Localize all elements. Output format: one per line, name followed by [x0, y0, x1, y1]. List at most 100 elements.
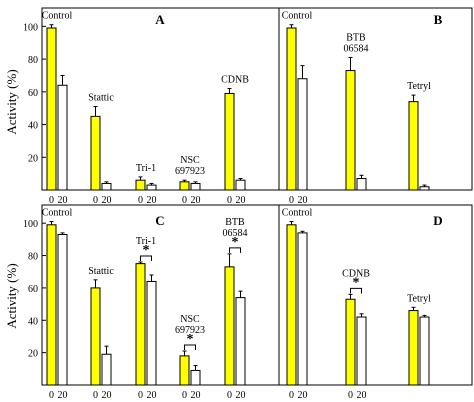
panel-frame	[278, 7, 473, 191]
group-label: BTB	[346, 32, 366, 43]
x-tick-label: 0	[289, 195, 294, 206]
panel-title: C	[155, 213, 164, 228]
bar-20	[146, 184, 157, 191]
x-tick-label: 0	[348, 390, 353, 401]
panel-d: D Control 0 20 *CDNB 0 20 Tetryl	[278, 204, 473, 401]
group-label: Tri-1	[136, 236, 156, 247]
bar-0	[179, 181, 190, 191]
bar-20	[235, 297, 246, 386]
bar-0	[286, 224, 297, 386]
bar-0	[46, 27, 57, 191]
significance-star: *	[353, 275, 360, 290]
bar-20	[57, 234, 68, 386]
bar-20	[297, 232, 308, 386]
y-tick-label: 60	[28, 284, 38, 295]
x-tick-label: 0	[227, 390, 232, 401]
bar-20	[356, 178, 367, 191]
bar-0	[46, 224, 57, 386]
panel-title: A	[155, 12, 165, 27]
bar-20	[101, 353, 112, 386]
bar-0	[345, 298, 356, 386]
x-tick-label: 20	[58, 390, 68, 401]
x-tick-label: 20	[236, 390, 246, 401]
x-tick-label: 0	[138, 390, 143, 401]
significance-star: *	[232, 235, 239, 250]
group-label: Tri-1	[136, 163, 156, 174]
panel-title: B	[434, 12, 443, 27]
bar-20	[101, 182, 112, 191]
y-axis-label-top: Activity (%)	[4, 69, 19, 134]
group-label: NSC	[180, 314, 200, 325]
y-axis-label-bottom: Activity (%)	[4, 263, 19, 328]
y-tick-label: 100	[23, 22, 38, 33]
group-label: NSC	[180, 155, 200, 166]
x-tick-label: 20	[58, 195, 68, 206]
bar-20	[297, 78, 308, 191]
bar-0	[345, 70, 356, 191]
y-tick-label: 100	[23, 219, 38, 230]
significance-bracket	[184, 344, 196, 351]
x-tick-label: 0	[182, 390, 187, 401]
x-tick-label: 20	[298, 390, 308, 401]
significance-star: *	[187, 332, 194, 347]
y-tick-label: 20	[28, 349, 38, 360]
x-tick-label: 0	[227, 195, 232, 206]
group-label: Tetryl	[407, 293, 431, 304]
group-label: 697923	[175, 166, 205, 177]
x-tick-label: 0	[138, 195, 143, 206]
panel-frame	[278, 204, 473, 386]
group-label: 697923	[175, 325, 205, 336]
x-tick-label: 20	[102, 390, 112, 401]
x-tick-label: 20	[191, 390, 201, 401]
x-tick-label: 20	[102, 195, 112, 206]
bar-20	[419, 186, 430, 191]
group-label: 06584	[344, 43, 369, 54]
bar-0	[224, 92, 235, 191]
x-tick-label: 0	[93, 390, 98, 401]
bar-0	[135, 263, 146, 386]
x-tick-label: 0	[93, 195, 98, 206]
x-tick-label: 20	[236, 195, 246, 206]
x-tick-label: 0	[289, 390, 294, 401]
x-tick-label: 20	[147, 195, 157, 206]
x-tick-label: 0	[49, 195, 54, 206]
significance-bracket	[140, 255, 152, 262]
significance-star: *	[143, 243, 150, 258]
group-label: Control	[282, 11, 313, 22]
bar-0	[224, 266, 235, 386]
group-label: BTB	[225, 217, 245, 228]
bar-20	[190, 182, 201, 191]
panel-a: 20 40 60 80 100 A Control 0 20 Stattic 0 20 Tri-1 0 20…	[23, 7, 280, 206]
group-label: Tetryl	[407, 81, 431, 92]
bar-0	[179, 355, 190, 386]
y-tick-label: 80	[28, 55, 38, 66]
group-label: Stattic	[88, 266, 114, 277]
y-tick-label: 40	[28, 316, 38, 327]
bar-20	[235, 179, 246, 191]
panel-title: D	[433, 213, 442, 228]
x-tick-label: 0	[182, 195, 187, 206]
y-tick-label: 60	[28, 88, 38, 99]
bar-0	[286, 27, 297, 191]
x-tick-label: 20	[191, 195, 201, 206]
y-tick-label: 20	[28, 153, 38, 164]
group-label: Control	[282, 208, 313, 219]
bar-0	[90, 287, 101, 386]
significance-bracket	[229, 247, 241, 253]
group-label: Control	[42, 208, 73, 219]
group-label: Control	[42, 11, 73, 22]
bar-20	[146, 280, 157, 386]
bar-20	[190, 369, 201, 386]
bar-20	[419, 316, 430, 386]
panel-frame	[41, 7, 280, 191]
x-tick-label: 20	[298, 195, 308, 206]
bar-0	[408, 310, 419, 386]
x-tick-label: 0	[49, 390, 54, 401]
x-tick-label: 20	[147, 390, 157, 401]
bar-0	[408, 101, 419, 191]
group-label: 06584	[223, 228, 248, 239]
bar-0	[135, 179, 146, 191]
x-tick-label: 20	[357, 390, 367, 401]
